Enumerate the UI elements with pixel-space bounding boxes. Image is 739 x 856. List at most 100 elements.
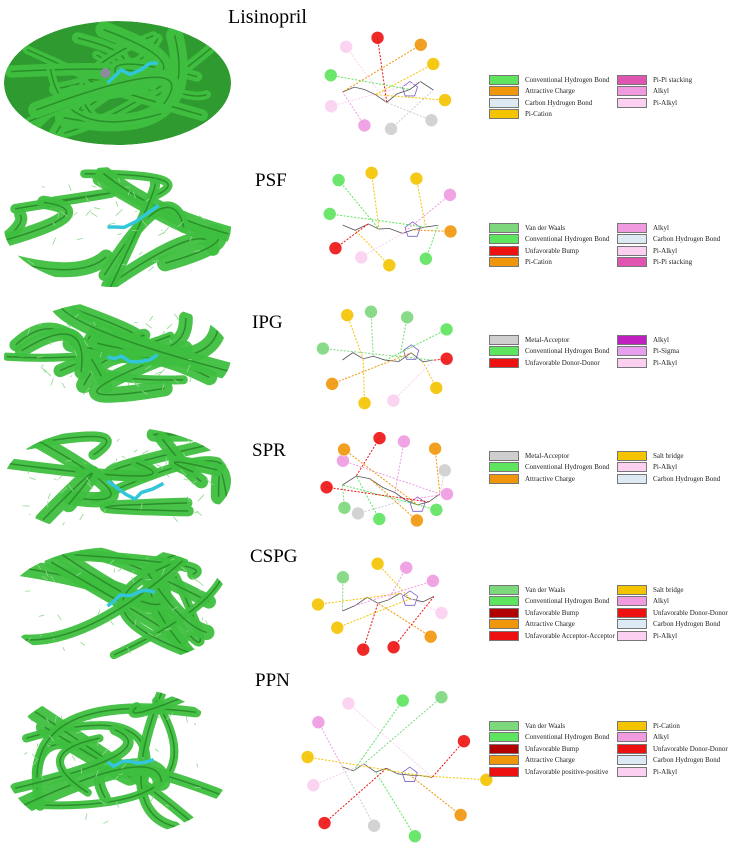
legend-swatch xyxy=(489,234,519,244)
legend-item: Van der Waals xyxy=(489,584,565,595)
residue-node xyxy=(453,808,468,822)
legend-label: Pi-Alkyl xyxy=(653,358,678,367)
legend-item: Pi-Alkyl xyxy=(617,630,677,641)
legend-item: Alkyl xyxy=(617,86,669,97)
legend-item: Conventional Hydrogen Bond xyxy=(489,596,609,607)
legend-swatch xyxy=(489,334,519,345)
legend-label: Pi-Alkyl xyxy=(653,767,678,776)
panel-psf: PSF Van der Waals Conventional Hydrogen B… xyxy=(0,150,739,290)
interaction-diagram xyxy=(290,292,485,418)
residue-node xyxy=(443,188,457,202)
legend-label: Carbon Hydrogen Bond xyxy=(525,98,593,107)
interaction-diagram-svg xyxy=(323,31,452,136)
residue-node xyxy=(400,310,414,325)
residue-node xyxy=(325,377,339,391)
protein-structure-image xyxy=(0,544,235,668)
residue-node xyxy=(322,207,337,221)
legend-label: Unfavorable Donor-Donor xyxy=(653,608,728,617)
residue-node xyxy=(351,506,365,521)
legend-swatch xyxy=(617,97,647,108)
residue-node xyxy=(364,304,378,319)
legend-item: Pi-Alkyl xyxy=(617,357,677,368)
legend-swatch xyxy=(617,462,647,472)
residue-node xyxy=(437,463,452,478)
residue-node xyxy=(384,122,398,136)
protein-structure-image xyxy=(0,18,235,148)
legend-swatch xyxy=(617,720,647,731)
legend-label: Metal-Acceptor xyxy=(525,451,570,460)
legend-label: Pi-Alkyl xyxy=(653,631,678,640)
protein-structure-image xyxy=(0,164,235,290)
residue-node xyxy=(337,442,351,457)
residue-node xyxy=(426,574,440,588)
residue-node xyxy=(357,396,372,410)
legend-item: Attractive Charge xyxy=(489,86,575,97)
legend-label: Van der Waals xyxy=(525,721,566,730)
interaction-diagram-svg xyxy=(311,556,449,657)
legend-swatch xyxy=(617,755,647,765)
residue-node xyxy=(424,113,439,128)
legend-item: Salt bridge xyxy=(617,450,684,461)
residue-node xyxy=(397,434,411,449)
legend-label: Metal-Acceptor xyxy=(525,335,570,344)
protein-structure-image xyxy=(0,298,235,416)
legend-label: Conventional Hydrogen Bond xyxy=(525,463,610,471)
residue-node xyxy=(354,250,369,265)
legend-swatch xyxy=(617,74,647,85)
interaction-diagram xyxy=(290,24,485,150)
legend-swatch xyxy=(617,766,647,777)
legend-item: Unfavorable positive-positive xyxy=(489,766,608,777)
residue-node xyxy=(382,258,397,273)
legend-item: Conventional Hydrogen Bond xyxy=(489,462,609,473)
panel-spr: SPR Metal-Acceptor Conventional Hydrogen … xyxy=(0,420,739,540)
legend-swatch xyxy=(489,257,519,267)
legend-swatch xyxy=(617,334,647,345)
residue-node xyxy=(426,57,441,71)
legend-item: Unfavorable Donor-Donor xyxy=(489,357,600,368)
legend-swatch xyxy=(489,743,519,754)
legend-label: Pi-Pi stacking xyxy=(653,258,693,266)
legend-swatch xyxy=(489,222,519,233)
residue-node xyxy=(317,816,332,830)
legend-label: Conventional Hydrogen Bond xyxy=(525,235,610,243)
legend-item: Pi-Alkyl xyxy=(617,462,677,473)
legend-label: Alkyl xyxy=(653,733,669,741)
legend-label: Attractive Charge xyxy=(525,474,575,483)
protein-structure-image xyxy=(0,684,235,840)
interaction-diagram-svg xyxy=(319,431,454,528)
residue-node xyxy=(311,597,325,612)
legend-label: Pi-Alkyl xyxy=(653,246,678,255)
residue-node xyxy=(364,166,379,180)
interaction-diagram-svg xyxy=(300,690,494,844)
legend-swatch xyxy=(617,630,647,641)
legend-swatch xyxy=(489,755,519,765)
legend-item: Unfavorable Bump xyxy=(489,743,579,754)
residue-node xyxy=(428,441,442,456)
residue-node xyxy=(386,393,401,408)
compound-title: PSF xyxy=(255,170,287,191)
legend-swatch xyxy=(489,619,519,629)
legend-swatch xyxy=(617,357,647,368)
residue-node xyxy=(440,487,454,501)
interaction-legend: Metal-Acceptor Conventional Hydrogen Bond… xyxy=(485,450,739,494)
legend-item: Unfavorable Donor-Donor xyxy=(617,607,728,618)
protein-ribbon-svg xyxy=(4,427,231,535)
legend-label: Alkyl xyxy=(653,223,669,232)
residue-node xyxy=(370,31,385,45)
legend-swatch xyxy=(489,74,519,85)
legend-item: Carbon Hydrogen Bond xyxy=(617,755,720,766)
residue-node xyxy=(457,734,471,748)
legend-item: Pi-Alkyl xyxy=(617,245,677,256)
legend-item: Carbon Hydrogen Bond xyxy=(617,234,720,245)
protein-ribbon-svg xyxy=(4,167,231,287)
legend-label: Pi-Cation xyxy=(525,258,552,266)
residue-node xyxy=(372,431,387,445)
residue-node xyxy=(341,696,356,711)
compound-title: CSPG xyxy=(250,546,298,567)
legend-item: Alkyl xyxy=(617,596,669,607)
residue-node xyxy=(328,241,343,255)
legend-label: Conventional Hydrogen Bond xyxy=(525,75,610,84)
legend-swatch xyxy=(617,743,647,754)
legend-item: Attractive Charge xyxy=(489,473,575,484)
legend-item: Pi-Pi stacking xyxy=(617,257,692,268)
